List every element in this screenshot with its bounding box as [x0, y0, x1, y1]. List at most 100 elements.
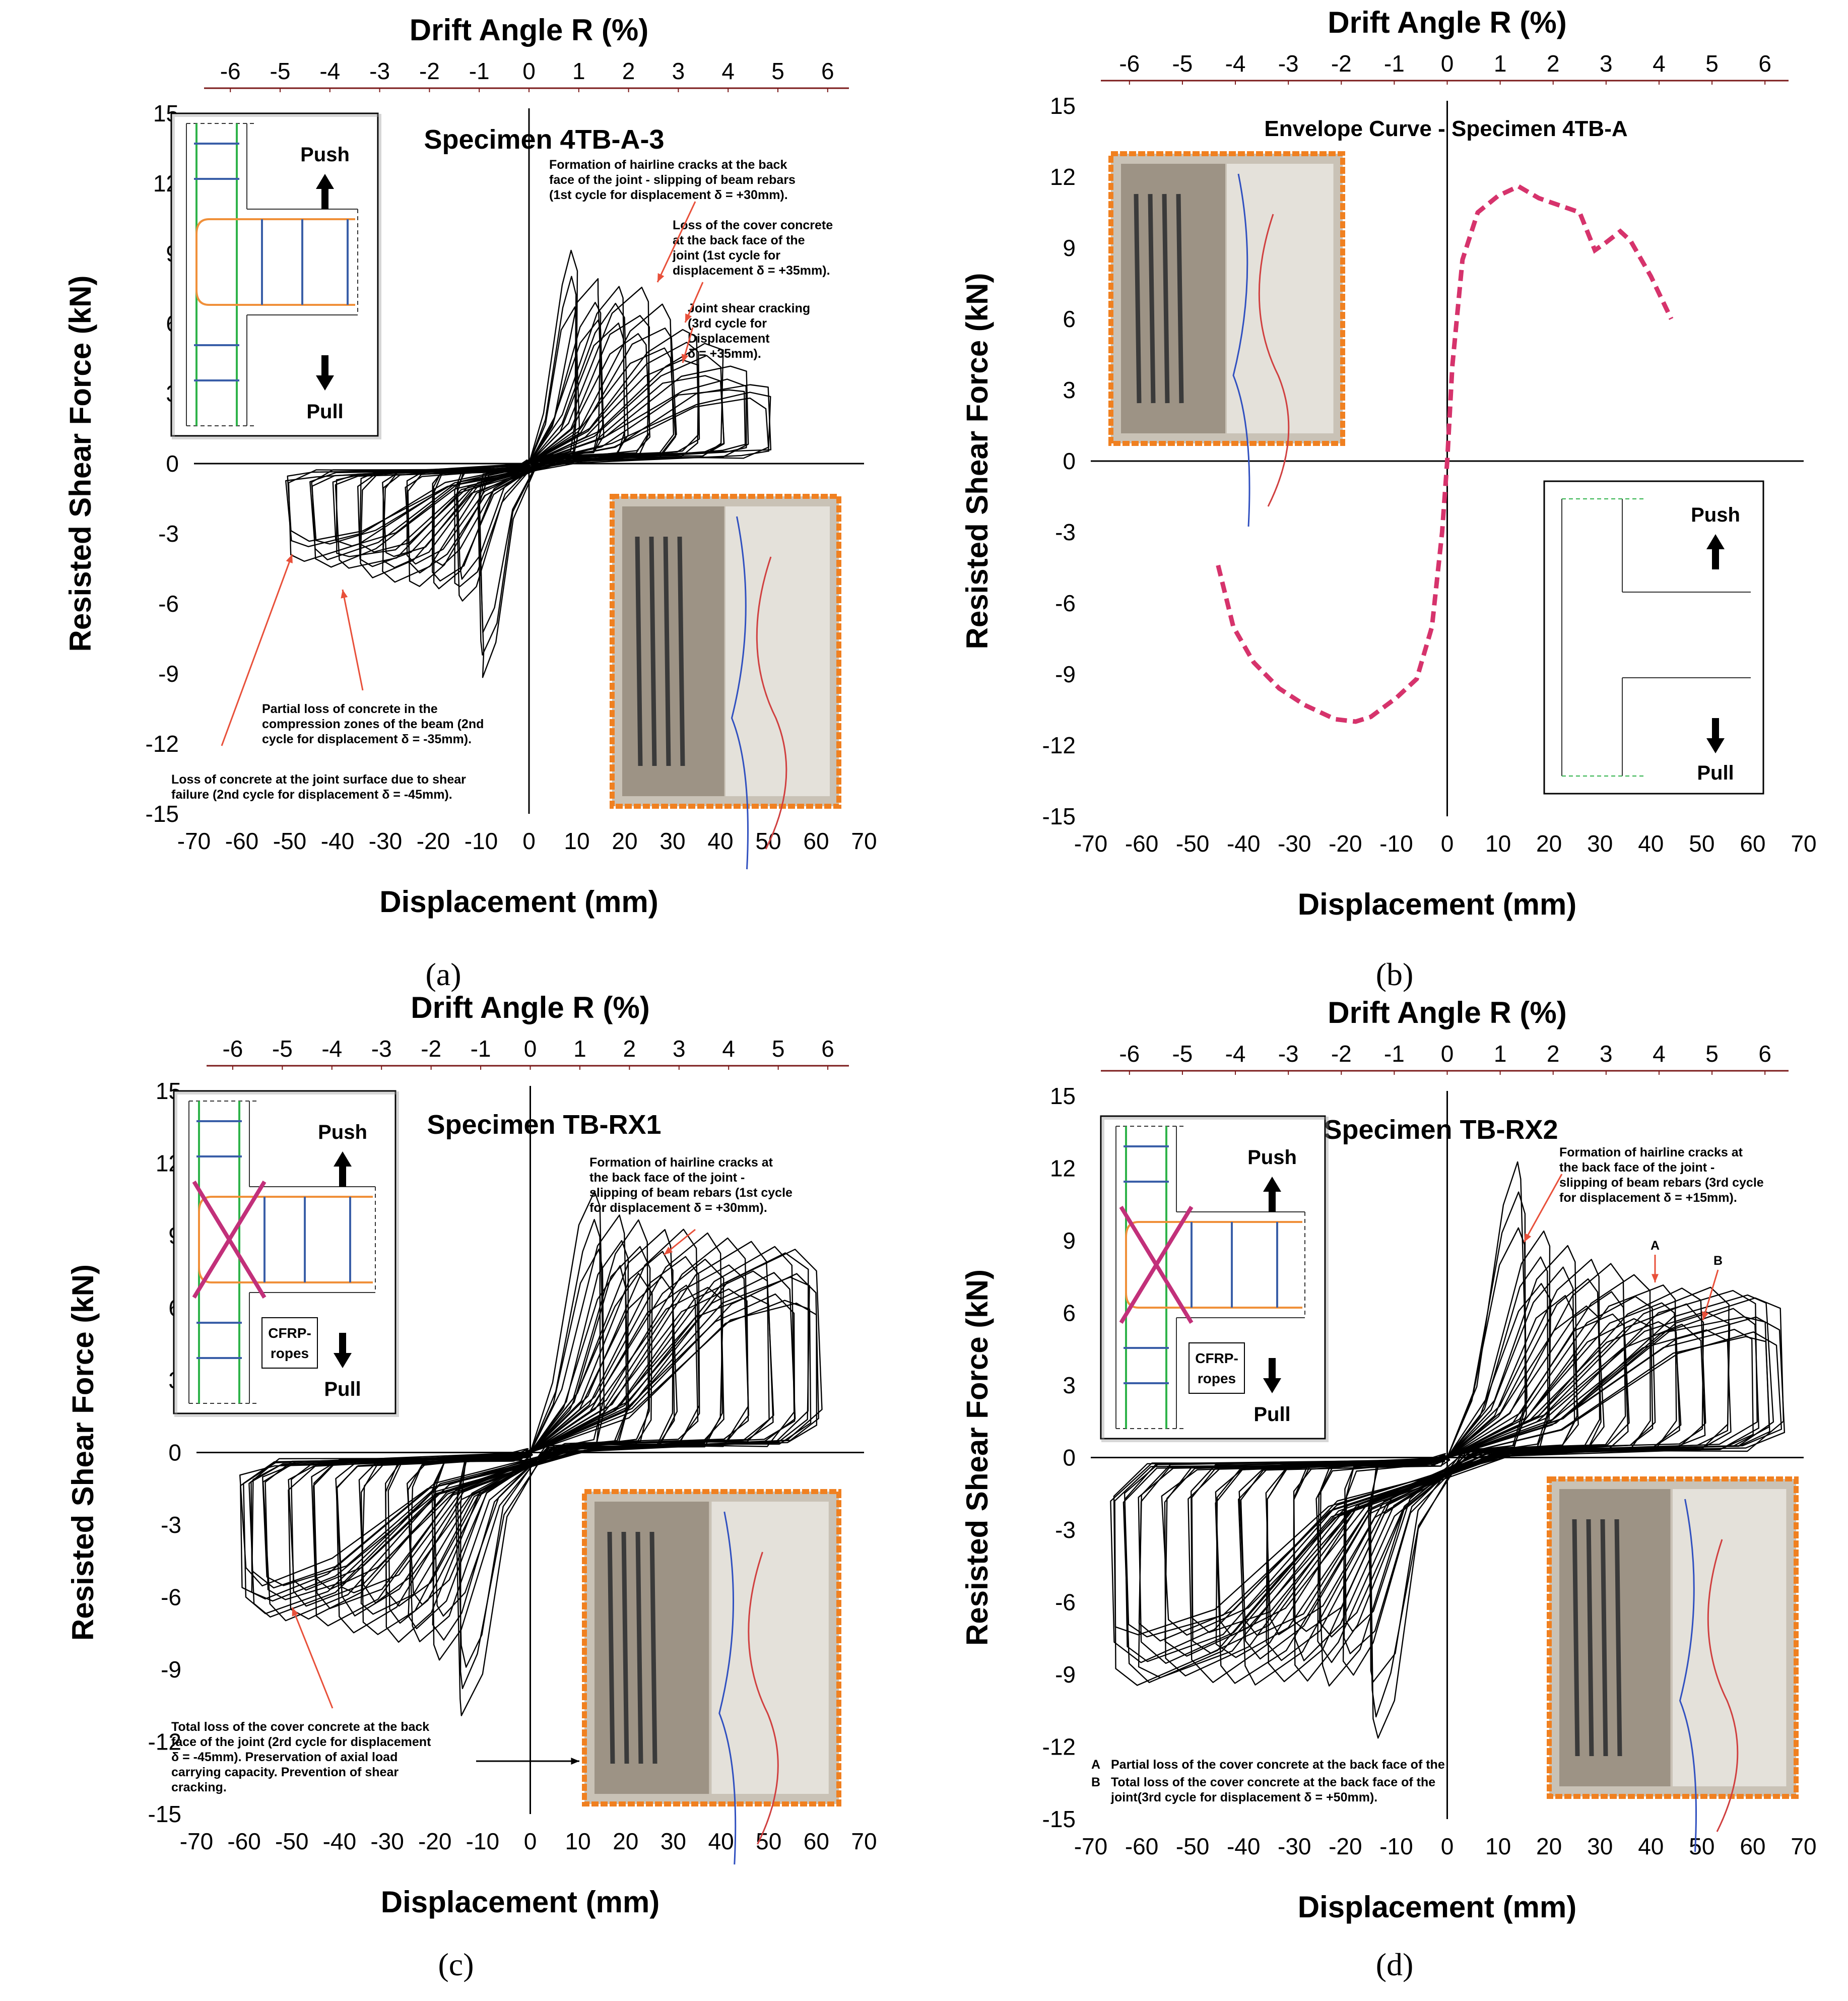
chart-title: Envelope Curve - Specimen 4TB-A — [1264, 116, 1627, 141]
marker-label: A — [1091, 1758, 1100, 1772]
photo-rebar — [635, 536, 643, 766]
loop-cycle — [432, 1240, 629, 1641]
annotation-line: Formation of hairline cracks at — [589, 1155, 773, 1170]
annotation-line: (3rd cycle for — [688, 316, 767, 331]
annotation-arrow — [656, 201, 696, 283]
panel-caption: (a) — [425, 956, 461, 992]
drift-tick-label: -3 — [1278, 50, 1299, 77]
photo-rebar — [1134, 193, 1142, 404]
chart-a: -70 -60 -50 -40 -30 -20 -10 0 10 20 30 40 50 60 701512… — [63, 13, 877, 919]
drift-tick-label: 0 — [522, 58, 536, 84]
annotation-line: Total loss of the cover concrete at the … — [171, 1720, 429, 1734]
x-tick-label: 30 — [661, 1828, 686, 1854]
arrow-head-icon — [571, 1757, 579, 1765]
drift-tick-label: 2 — [1547, 1041, 1560, 1067]
drift-tick-label: 5 — [1705, 50, 1719, 77]
annotation-line: face of the joint - slipping of beam reb… — [549, 173, 796, 187]
x-tick-label: 30 — [1587, 1833, 1613, 1859]
specimen-photo — [1108, 151, 1345, 527]
drift-tick-label: 5 — [1705, 1041, 1719, 1067]
photo-rebar — [1572, 1519, 1580, 1757]
pull-label: Pull — [306, 401, 343, 423]
x-tick-label: -60 — [1125, 830, 1158, 857]
loop-cycle — [287, 397, 769, 542]
annotation-line: joint (1st cycle for — [672, 248, 780, 263]
annotation-line: for displacement δ = +15mm). — [1559, 1191, 1737, 1205]
y-tick-label: 6 — [1063, 306, 1076, 332]
x-tick-label: 70 — [1791, 1833, 1816, 1859]
drift-tick-label: -3 — [1278, 1041, 1299, 1067]
drift-tick-label: 1 — [572, 58, 585, 84]
hysteresis-loops — [285, 249, 772, 678]
photo-crack-mark — [1232, 173, 1250, 527]
x-tick-label: -40 — [1227, 830, 1260, 857]
y-tick-label: -15 — [148, 1801, 181, 1827]
x2-axis-title: Drift Angle R (%) — [411, 991, 649, 1024]
x-tick-label: 30 — [659, 828, 685, 854]
drift-tick-label: 3 — [1600, 1041, 1613, 1067]
y-tick-label: 3 — [1063, 377, 1076, 403]
photo-rebar — [649, 1531, 657, 1764]
photo-rebar — [677, 536, 685, 766]
arrow-head-icon — [1651, 1274, 1659, 1282]
photo-crack-mark — [718, 1511, 737, 1865]
chart-title: Specimen TB-RX1 — [427, 1110, 661, 1140]
joint-inset: Push Pull — [1543, 480, 1764, 795]
annotation-line: the back face of the joint - — [1559, 1160, 1714, 1175]
y-tick-label: -15 — [1042, 803, 1076, 829]
x-tick-label: 70 — [851, 828, 877, 854]
x-tick-label: 10 — [564, 828, 589, 854]
y-tick-label: -9 — [1055, 1661, 1076, 1688]
photo-rebar — [607, 1531, 615, 1764]
push-label: Push — [300, 144, 350, 166]
loop-cycle — [360, 329, 699, 578]
y-tick-label: -12 — [1042, 1734, 1076, 1760]
y-axis-title: Resisted Shear Force (kN) — [66, 1264, 100, 1641]
drift-tick-label: 2 — [622, 58, 635, 84]
annotation-line: Displacement — [688, 332, 770, 346]
x-tick-label: -50 — [275, 1828, 308, 1854]
annotation-line: Formation of hairline cracks at the back — [549, 158, 787, 172]
y-tick-label: 0 — [1063, 448, 1076, 474]
x-tick-label: -20 — [418, 1828, 451, 1854]
annotation-line: compression zones of the beam (2nd — [262, 717, 484, 731]
x-tick-label: 10 — [1485, 1833, 1511, 1859]
x-tick-label: 60 — [803, 828, 829, 854]
cfrp-label-box — [261, 1317, 318, 1369]
x-tick-label: 30 — [1587, 830, 1613, 857]
annotation-line: cycle for displacement δ = -35mm). — [262, 732, 472, 746]
photo-rebar — [649, 536, 657, 766]
loop-cycle — [240, 1273, 819, 1600]
drift-tick-label: 3 — [673, 1036, 686, 1062]
drift-tick-label: 6 — [821, 1036, 834, 1062]
y-tick-label: -15 — [1042, 1806, 1076, 1832]
drift-tick-label: -2 — [1331, 1041, 1352, 1067]
photo-rebar — [621, 1531, 629, 1764]
x-tick-label: 40 — [1638, 1833, 1664, 1859]
chart-d: -70 -60 -50 -40 -30 -20 -10 0 10 20 30 40 50 60 701512… — [960, 996, 1817, 1924]
drift-tick-label: 6 — [1758, 50, 1771, 77]
y-tick-label: 3 — [1063, 1372, 1076, 1398]
y-tick-label: -9 — [1055, 661, 1076, 687]
photo-beam-face — [1673, 1489, 1787, 1786]
annotation-arrow — [1702, 1269, 1719, 1321]
x-tick-label: 60 — [804, 1828, 829, 1854]
photo-crack-mark — [756, 556, 787, 850]
push-label: Push — [1247, 1146, 1297, 1169]
y-tick-label: -12 — [148, 1729, 181, 1755]
annotation-line: δ = -45mm). Preservation of axial load — [171, 1750, 398, 1764]
x-tick-label: -10 — [1379, 830, 1413, 857]
loop-cycle — [1215, 1302, 1682, 1658]
annotation-line: slipping of beam rebars (1st cycle — [589, 1186, 793, 1200]
inset-shadow — [174, 1091, 399, 1417]
drift-tick-label: -5 — [1172, 1041, 1193, 1067]
marker-label: B — [1091, 1775, 1100, 1789]
annotation-line: Formation of hairline cracks at — [1559, 1145, 1743, 1159]
photo-rebar — [1586, 1519, 1594, 1757]
x-tick-label: 60 — [1740, 1833, 1765, 1859]
annotation-line: δ = +35mm). — [688, 347, 761, 361]
x-tick-label: 20 — [1536, 830, 1562, 857]
y-tick-label: 0 — [166, 450, 179, 477]
loop-cycle — [1124, 1316, 1770, 1662]
x-tick-label: -30 — [1278, 830, 1311, 857]
